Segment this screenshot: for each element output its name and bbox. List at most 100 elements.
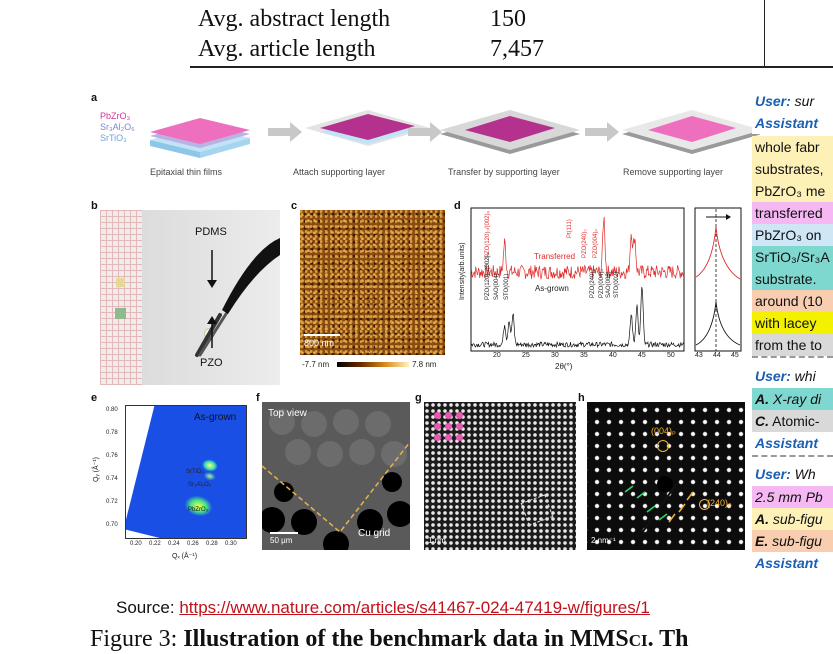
chat-text: sub-figu — [768, 533, 822, 549]
attach-layer-stack — [305, 110, 430, 146]
d-xtick: 35 — [580, 352, 588, 359]
layer-label-pzo: PbZrO₃ — [100, 111, 131, 121]
caption-tail: . Th — [647, 626, 689, 652]
scale-bar — [270, 532, 298, 534]
option-letter: A. — [755, 511, 769, 527]
haadf-scale: 1 nm — [428, 536, 446, 545]
rsm-map: As-grown SrTiO₃ Sr₃Al₂O₆ PbZrO₃ — [125, 405, 247, 539]
chat-line: from the to — [752, 334, 833, 356]
panel-label-d: d — [454, 200, 461, 212]
d-peak-label-bottom: STO(001) — [504, 273, 510, 300]
sem-image: Top view Cu grid 50 μm — [262, 402, 410, 550]
row-label: Avg. article length — [198, 36, 376, 62]
row-value: 7,457 — [490, 36, 544, 62]
chat-text: SrTiO₃/Sr₃A — [755, 249, 830, 265]
chat-text: whi — [790, 368, 816, 384]
step-caption: Transfer by supporting layer — [448, 167, 560, 177]
chat-text: substrates, — [755, 161, 824, 177]
panel-label-h: h — [578, 392, 585, 404]
d-xtick: 45 — [638, 352, 646, 359]
arrow-icon — [268, 122, 302, 142]
chat-line: around (10 — [752, 290, 833, 312]
spot1-label: (004)ₚ — [651, 426, 676, 436]
saed-scale: 2 nm⁻¹ — [591, 536, 616, 545]
thin-film-stack — [150, 118, 250, 158]
chat-line: whole fabr — [752, 136, 833, 158]
transfer-stack — [440, 110, 580, 154]
rsm-title: As-grown — [194, 412, 237, 423]
chat-text: around (10 — [755, 293, 823, 309]
caption-bold: Illustration of the benchmark data in MM… — [183, 626, 629, 652]
chat-transcript: User: sur Assistant whole fabr substrates, P… — [752, 90, 833, 620]
e-ytick: 0.76 — [106, 453, 118, 459]
table-bottom-rule — [190, 66, 833, 68]
sample-photo: PDMS PZO — [100, 210, 280, 385]
e-xtick: 0.24 — [168, 541, 180, 547]
sem-scale: 50 μm — [270, 536, 293, 545]
chat-line: with lacey — [752, 312, 833, 334]
speaker-label: Assistant — [755, 555, 819, 571]
option-letter: C. — [755, 413, 769, 429]
chat-line: 2.5 mm Pb — [752, 486, 833, 508]
colorbar-max: 7.8 nm — [412, 360, 437, 369]
arrow-icon — [408, 122, 442, 142]
d-xtick: 30 — [551, 352, 559, 359]
e-xtick: 0.20 — [130, 541, 142, 547]
step-caption: Attach supporting layer — [293, 167, 386, 177]
chat-divider — [752, 455, 833, 457]
d-xlabel: 2θ(°) — [555, 362, 573, 371]
chat-line: SrTiO₃/Sr₃A — [752, 246, 833, 268]
saed-image: (004)ₚ (240)₀ 2 nm⁻¹ — [587, 402, 745, 550]
chat-line: User: Wh — [752, 463, 833, 485]
d-peak-label-bottom: PZO(004)ₚ — [599, 269, 605, 298]
d-inset-tick: 44 — [713, 352, 721, 359]
chat-text: PbZrO₃ on — [755, 227, 822, 243]
e-ytick: 0.78 — [106, 430, 118, 436]
d-peak-label-bottom: SAO(004) — [494, 273, 500, 300]
d-inset-tick: 45 — [731, 352, 739, 359]
chat-text: with lacey — [755, 315, 817, 331]
caption-prefix: Figure 3: — [90, 626, 184, 652]
unit-cell-box — [520, 494, 554, 526]
chat-text: sur — [790, 93, 815, 109]
row-label: Avg. abstract length — [198, 6, 391, 32]
chat-line: E. sub-figu — [752, 530, 833, 552]
d-peak-label-bottom: PZO(120)₀/(002)ₚ — [485, 252, 491, 300]
spot-marker — [657, 440, 669, 452]
panel-label-b: b — [91, 200, 98, 212]
stats-table: Avg. abstract length 150 Avg. article le… — [190, 0, 833, 68]
xrd-inset — [694, 207, 742, 352]
asgrown-label: As-grown — [535, 284, 569, 293]
chat-line: A. sub-figu — [752, 508, 833, 530]
chat-text: substrate. — [755, 271, 817, 287]
step-caption: Remove supporting layer — [623, 167, 724, 177]
layer-label-sao: Sr₃Al₂O₆ — [100, 122, 135, 132]
d-peak-label-bottom: STO(002) — [614, 271, 620, 298]
pzo-label: PZO — [200, 357, 223, 369]
fabrication-schematic — [150, 110, 760, 158]
d-peak-label-top: PZO(240)₀ — [582, 229, 588, 258]
scale-bar — [304, 334, 340, 336]
e-ytick: 0.72 — [106, 499, 118, 505]
source-line: Source: https://www.nature.com/articles/… — [116, 598, 650, 618]
afm-image: 800 nm — [300, 210, 445, 355]
table-row: Avg. article length 7,457 — [190, 34, 833, 62]
e-xlabel: Qₓ (Å⁻¹) — [172, 553, 198, 560]
chat-text: whole fabr — [755, 139, 820, 155]
scale-label: 800 nm — [304, 338, 335, 348]
d-peak-label-top: PZO(004)ₚ — [593, 229, 599, 258]
d-inset-tick: 43 — [695, 352, 703, 359]
colorbar-min: -7.7 nm — [302, 360, 330, 369]
source-link[interactable]: https://www.nature.com/articles/s41467-0… — [179, 598, 650, 617]
speaker-label: Assistant — [755, 115, 819, 131]
atom-overlay — [432, 410, 466, 444]
chat-text: sub-figu — [769, 511, 823, 527]
panel-label-a: a — [91, 92, 98, 104]
d-peak-label-bottom: SAO(008) — [606, 271, 612, 298]
table-divider — [764, 0, 765, 68]
spot-marker — [699, 499, 710, 510]
e-ylabel: Qᵧ (Å⁻¹) — [93, 457, 100, 482]
caption-smallcaps: ci — [628, 626, 648, 652]
e-xtick: 0.22 — [149, 541, 161, 547]
sem-title: Top view — [268, 408, 307, 419]
